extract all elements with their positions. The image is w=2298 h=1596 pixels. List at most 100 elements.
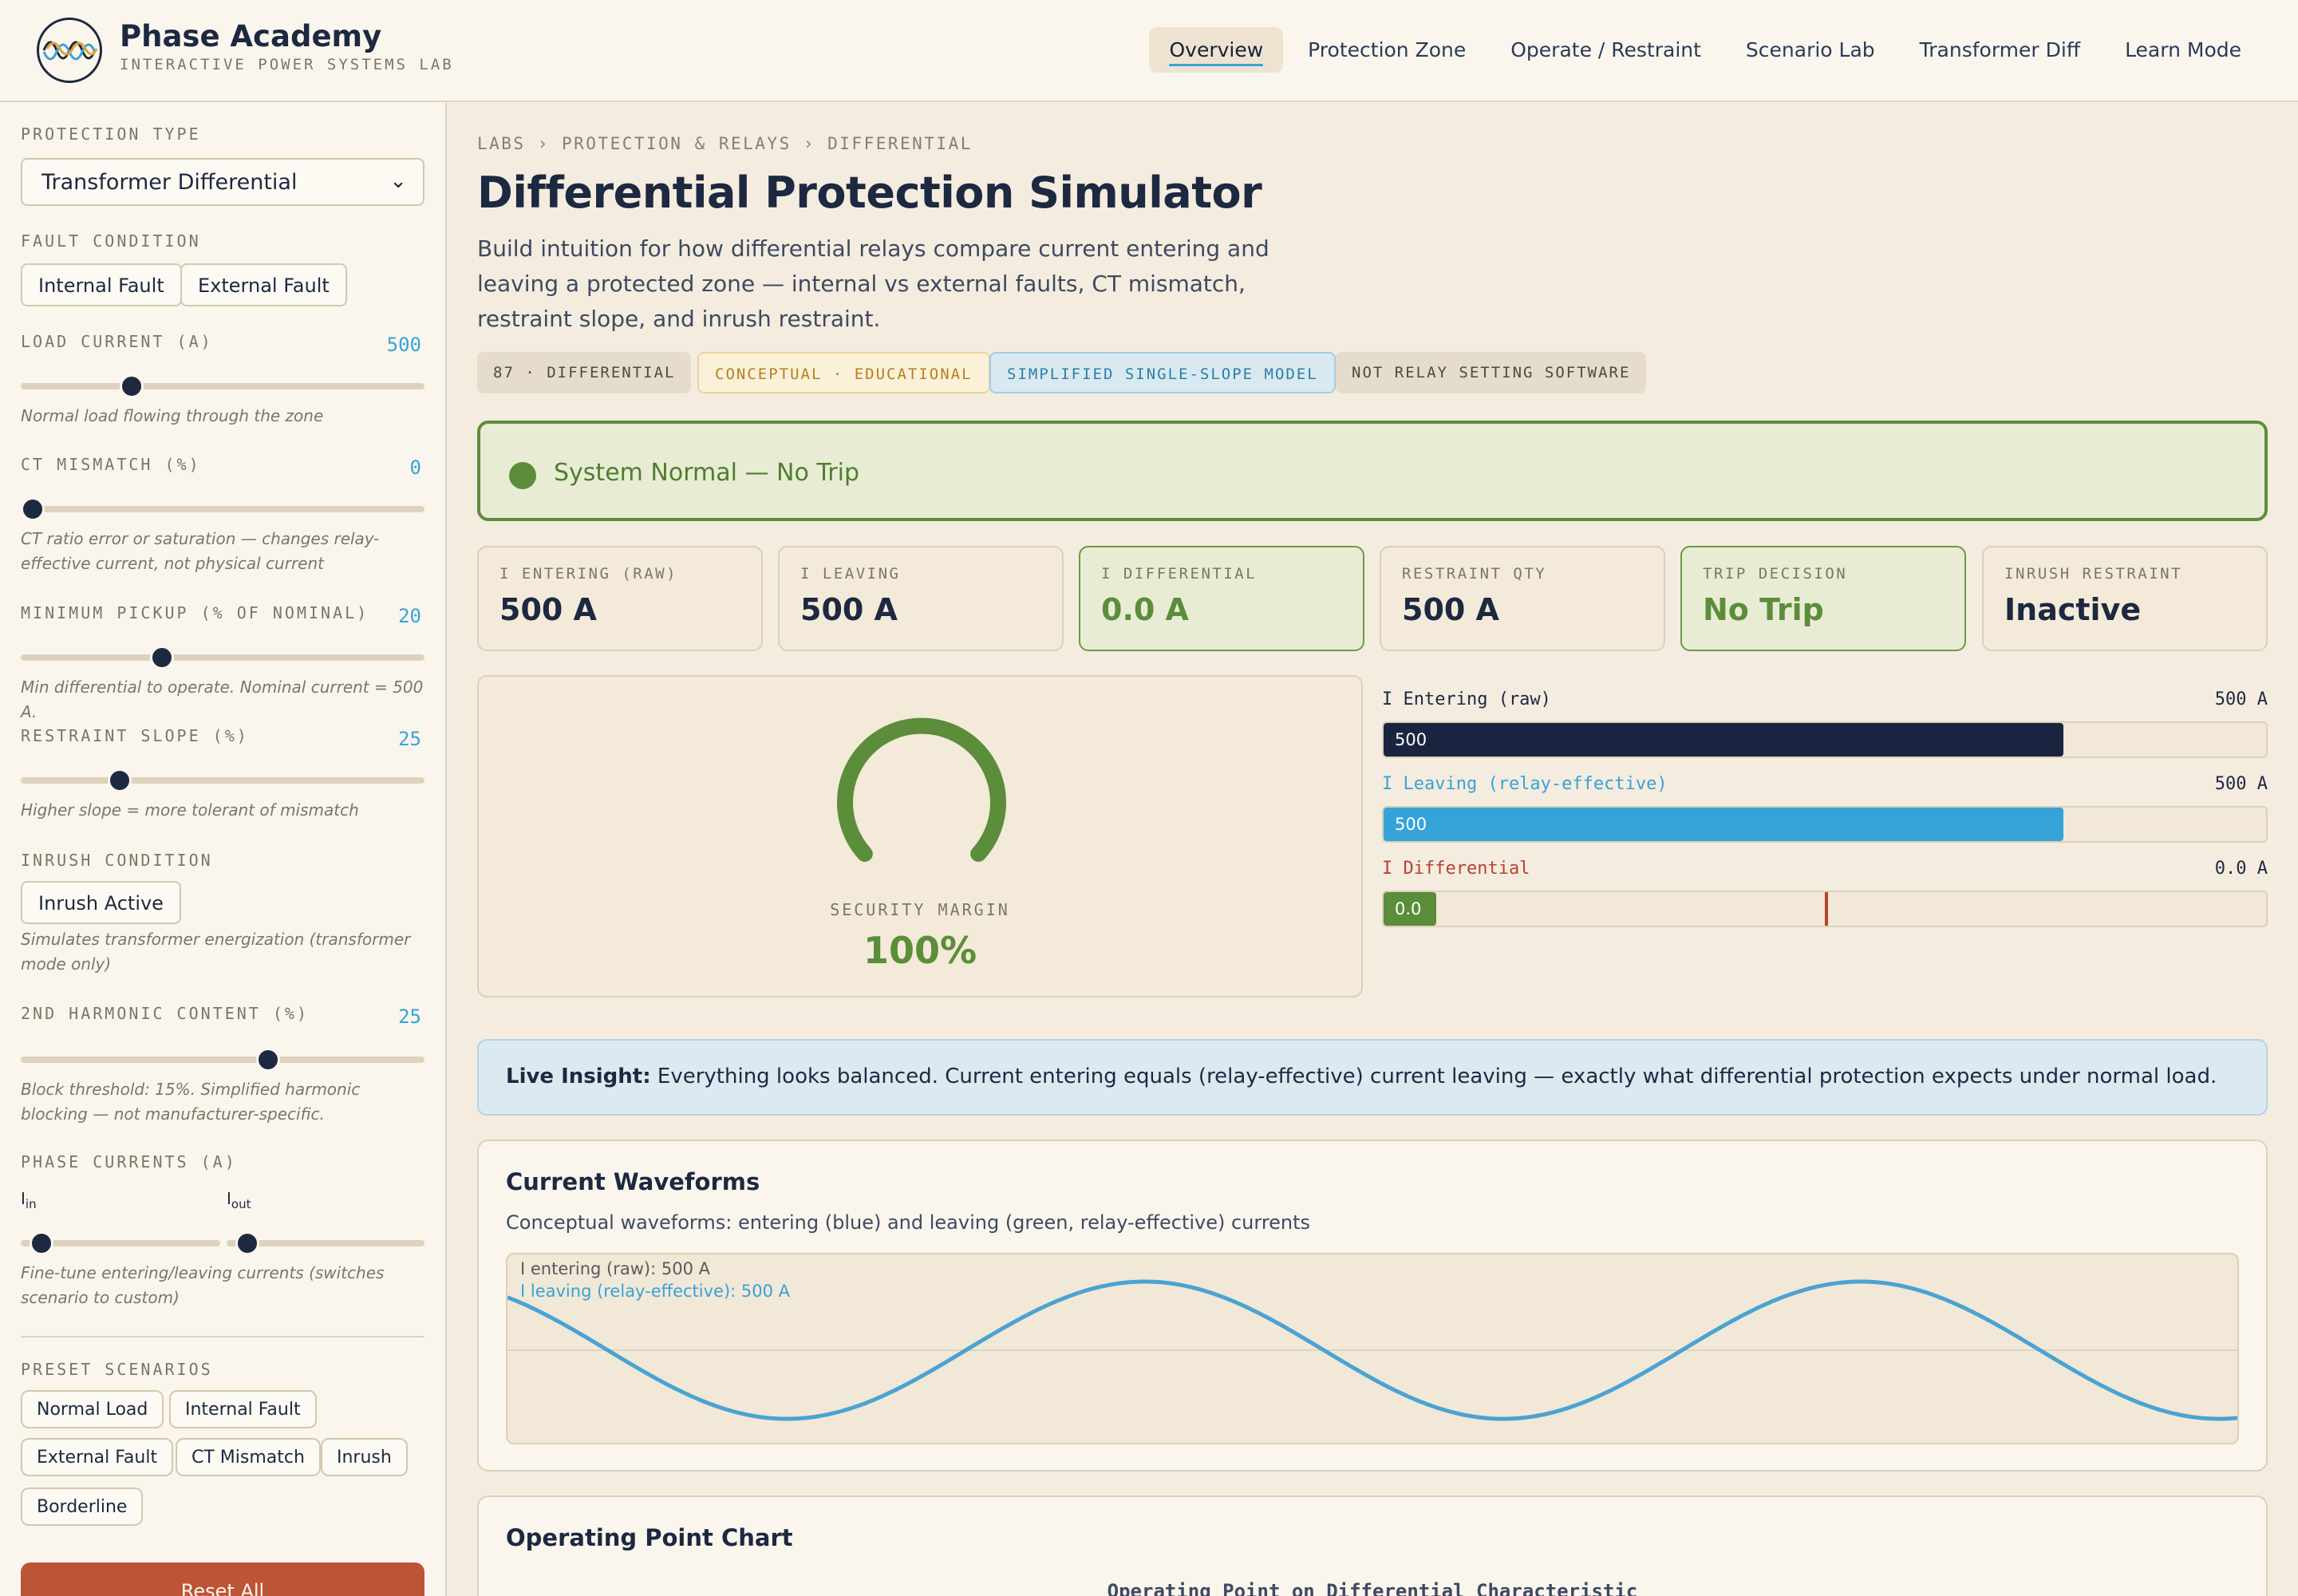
min-pickup-value: 20 (398, 605, 421, 627)
ct-mismatch-note: CT ratio error or saturation — changes r… (21, 529, 380, 573)
chevron-down-icon: ⌄ (389, 169, 407, 193)
logo-icon (37, 18, 102, 83)
inrush-condition-label: INRUSH CONDITION (21, 851, 213, 870)
bar-track-i-differential: 0.0 (1382, 891, 2268, 927)
kpi-label: I LEAVING (800, 565, 901, 583)
kpi-value: No Trip (1703, 592, 1824, 627)
page-description: Build intuition for how differential rel… (477, 235, 1269, 332)
kpi-value: 0.0 A (1101, 592, 1189, 627)
fault-condition-label: FAULT CONDITION (21, 231, 201, 251)
main-nav: Overview Protection Zone Operate / Restr… (1149, 27, 2261, 73)
preset-external-fault[interactable]: External Fault (21, 1438, 174, 1476)
sidebar-divider (21, 1336, 424, 1337)
ct-mismatch-label: CT MISMATCH (%) (21, 455, 201, 474)
i-in-slider[interactable] (21, 1240, 220, 1246)
tag-differential: 87 · DIFFERENTIAL (477, 352, 692, 393)
nav-protection-zone[interactable]: Protection Zone (1308, 38, 1467, 61)
bar-label-i-leaving: I Leaving (relay-effective) (1382, 774, 1668, 794)
load-current-value: 500 (386, 334, 421, 356)
bar-label-i-differential: I Differential (1382, 859, 1530, 879)
ct-mismatch-value: 0 (409, 456, 421, 479)
security-margin-value: 100% (863, 929, 977, 972)
internal-fault-button[interactable]: Internal Fault (21, 263, 182, 306)
i-out-label: Iout (227, 1189, 251, 1211)
waveform-plot: I entering (raw): 500 A I leaving (relay… (506, 1253, 2239, 1444)
harmonic-slider-thumb[interactable] (256, 1048, 281, 1072)
load-current-label: LOAD CURRENT (A) (21, 332, 213, 351)
phase-currents-label: PHASE CURRENTS (A) (21, 1152, 237, 1171)
i-in-slider-thumb[interactable] (30, 1231, 53, 1255)
live-insight-banner: Live Insight: Everything looks balanced.… (477, 1039, 2268, 1116)
bar-label-i-entering: I Entering (raw) (1382, 689, 1551, 709)
preset-ct-mismatch[interactable]: CT Mismatch (176, 1438, 321, 1476)
reset-all-button[interactable]: Reset All (21, 1562, 424, 1596)
tag-single-slope: SIMPLIFIED SINGLE-SLOPE MODEL (989, 352, 1336, 393)
load-current-slider[interactable] (21, 383, 424, 389)
external-fault-button[interactable]: External Fault (180, 263, 347, 306)
bar-value-i-entering: 500 A (2214, 689, 2268, 709)
inrush-note: Simulates transformer energization (tran… (21, 930, 411, 974)
nav-scenario-lab[interactable]: Scenario Lab (1745, 38, 1875, 61)
protection-type-value: Transformer Differential (41, 170, 298, 195)
i-out-slider-thumb[interactable] (235, 1231, 259, 1255)
nav-learn-mode[interactable]: Learn Mode (2125, 38, 2241, 61)
legend-i-entering: I entering (raw): 500 A (520, 1259, 710, 1278)
harmonic-slider[interactable] (21, 1057, 424, 1063)
restraint-slope-slider-thumb[interactable] (108, 768, 132, 792)
kpi-trip-decision: TRIP DECISION No Trip (1680, 546, 1966, 651)
operating-point-title: Operating Point Chart (506, 1524, 793, 1551)
kpi-inrush-restraint: INRUSH RESTRAINT Inactive (1982, 546, 2268, 651)
min-pickup-slider-thumb[interactable] (149, 646, 174, 670)
status-text: System Normal — No Trip (554, 459, 859, 487)
kpi-value: 500 A (1402, 592, 1499, 627)
kpi-label: INRUSH RESTRAINT (2004, 565, 2183, 583)
preset-borderline[interactable]: Borderline (21, 1487, 144, 1526)
nav-transformer-diff[interactable]: Transformer Diff (1919, 38, 2081, 61)
load-current-slider-thumb[interactable] (119, 374, 144, 398)
security-margin-gauge (837, 717, 1006, 862)
kpi-i-leaving: I LEAVING 500 A (778, 546, 1064, 651)
bar-fill-i-entering: 500 (1384, 723, 2063, 757)
kpi-label: RESTRAINT QTY (1402, 565, 1547, 583)
status-banner: System Normal — No Trip (477, 421, 2268, 521)
i-in-label: Iin (21, 1189, 37, 1211)
preset-normal-load[interactable]: Normal Load (21, 1390, 164, 1428)
nav-overview[interactable]: Overview (1149, 27, 1284, 73)
i-out-slider[interactable] (227, 1240, 424, 1246)
kpi-label: I DIFFERENTIAL (1101, 565, 1258, 583)
app-header: Phase Academy INTERACTIVE POWER SYSTEMS … (0, 0, 2298, 102)
kpi-i-differential: I DIFFERENTIAL 0.0 A (1079, 546, 1364, 651)
ct-mismatch-slider[interactable] (21, 506, 424, 512)
kpi-restraint-qty: RESTRAINT QTY 500 A (1380, 546, 1665, 651)
kpi-value: Inactive (2004, 592, 2142, 627)
restraint-slope-value: 25 (398, 728, 421, 750)
ct-mismatch-slider-thumb[interactable] (21, 497, 45, 521)
harmonic-note: Block threshold: 15%. Simplified harmoni… (21, 1080, 361, 1124)
nav-operate-restraint[interactable]: Operate / Restraint (1510, 38, 1701, 61)
tag-educational: CONCEPTUAL · EDUCATIONAL (697, 352, 990, 393)
kpi-i-entering: I ENTERING (RAW) 500 A (477, 546, 763, 651)
preset-scenarios-label: PRESET SCENARIOS (21, 1360, 213, 1379)
breadcrumb: LABS › PROTECTION & RELAYS › DIFFERENTIA… (477, 134, 973, 153)
restraint-slope-label: RESTRAINT SLOPE (%) (21, 726, 249, 745)
kpi-label: TRIP DECISION (1703, 565, 1848, 583)
page-title: Differential Protection Simulator (477, 168, 1262, 218)
bar-value-i-leaving: 500 A (2214, 774, 2268, 794)
brand-subtitle: INTERACTIVE POWER SYSTEMS LAB (120, 56, 454, 73)
waveforms-title: Current Waveforms (506, 1168, 760, 1195)
control-sidebar: PROTECTION TYPE Transformer Differential… (0, 102, 447, 1596)
preset-inrush[interactable]: Inrush (321, 1438, 408, 1476)
bar-fill-i-leaving: 500 (1384, 808, 2063, 841)
restraint-slope-slider[interactable] (21, 777, 424, 784)
pickup-threshold-marker (1825, 892, 1828, 926)
min-pickup-slider[interactable] (21, 654, 424, 661)
waveforms-subtitle: Conceptual waveforms: entering (blue) an… (506, 1211, 1311, 1234)
min-pickup-label: MINIMUM PICKUP (% OF NOMINAL) (21, 603, 369, 622)
inrush-active-button[interactable]: Inrush Active (21, 881, 181, 924)
protection-type-select[interactable]: Transformer Differential ⌄ (21, 158, 424, 206)
preset-internal-fault[interactable]: Internal Fault (169, 1390, 317, 1428)
harmonic-value: 25 (398, 1005, 421, 1028)
tag-not-relay-software: NOT RELAY SETTING SOFTWARE (1336, 352, 1647, 393)
kpi-label: I ENTERING (RAW) (499, 565, 678, 583)
legend-i-leaving: I leaving (relay-effective): 500 A (520, 1282, 791, 1301)
